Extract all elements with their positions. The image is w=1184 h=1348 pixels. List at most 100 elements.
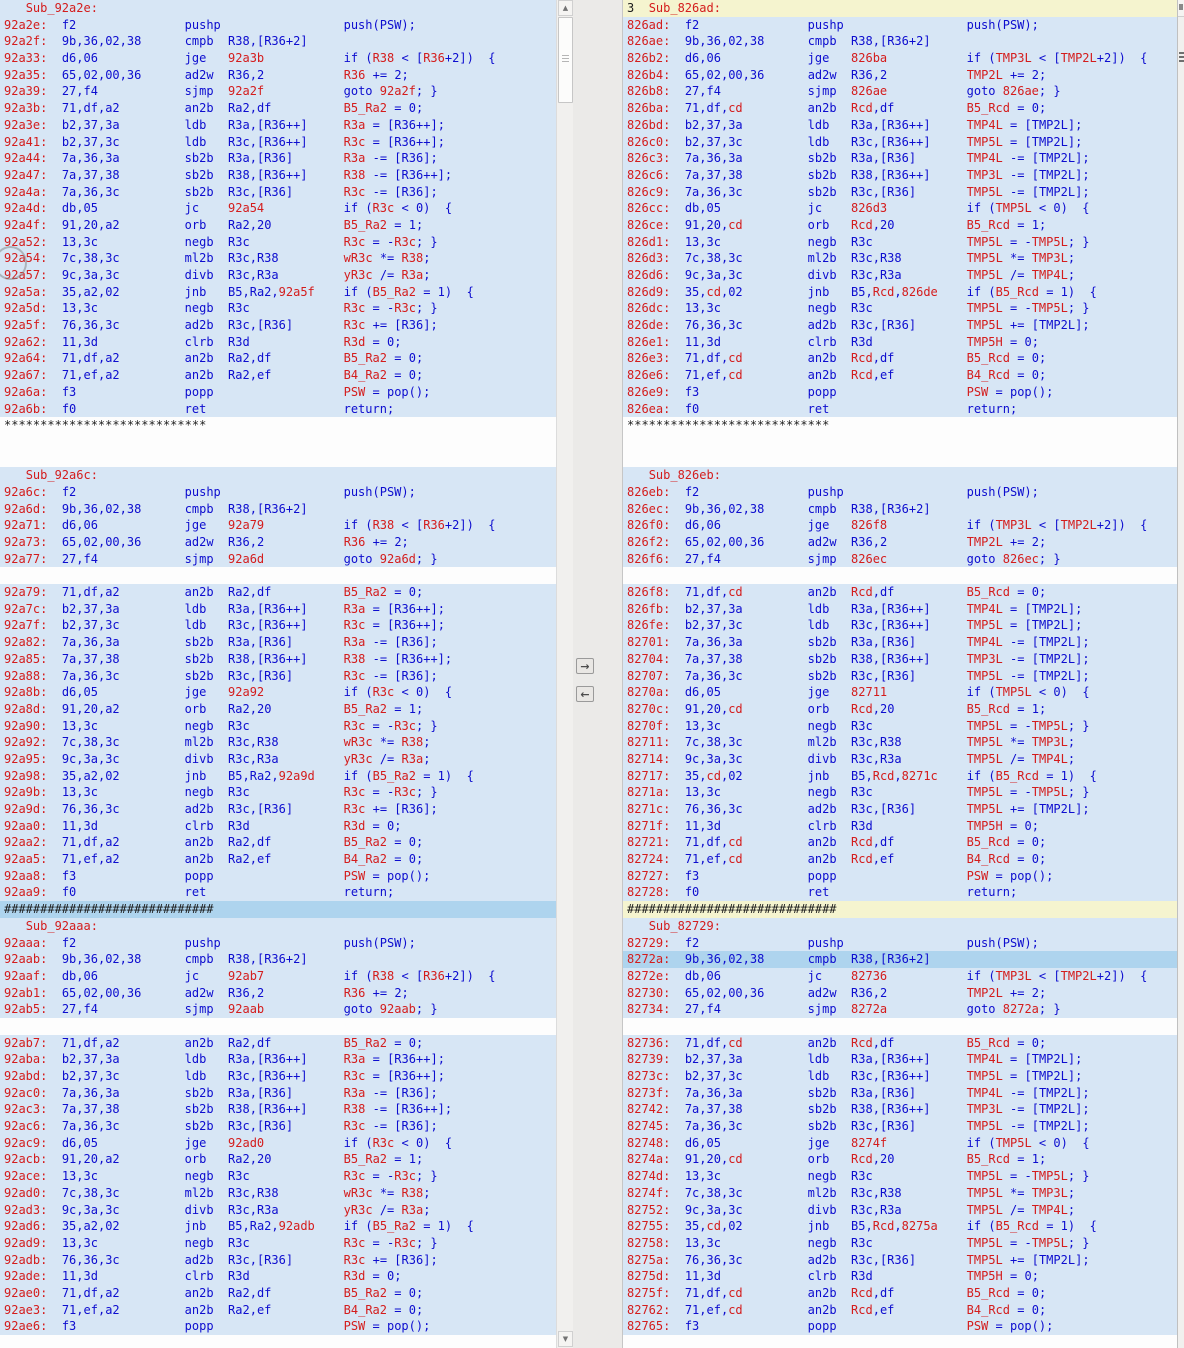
asm-line-92ad6[interactable]: 92ad6: 35,a2,02 jnb B5,Ra2,92adb if (B5_… [0, 1218, 556, 1235]
asm-line-8273c[interactable]: 8273c: b2,37,3c ldb R3c,[R36++] TMP5L = … [623, 1068, 1181, 1085]
asm-line-92aaa[interactable]: 92aaa: f2 pushp push(PSW); [0, 934, 556, 952]
asm-line-92adb[interactable]: 92adb: 76,36,3c ad2b R3c,[R36] R3c += [R… [0, 1251, 556, 1269]
asm-line-92a9b[interactable]: 92a9b: 13,3c negb R3c R3c = -R3c; } [0, 784, 556, 801]
asm-line-82742[interactable]: 82742: 7a,37,38 sb2b R38,[R36++] TMP3L -… [623, 1101, 1181, 1119]
asm-line-8272e[interactable]: 8272e: db,06 jc 82736 if (TMP3L < [TMP2L… [623, 967, 1181, 985]
asm-line-82762[interactable]: 82762: 71,ef,cd an2b Rcd,ef B4_Rcd = 0; [623, 1301, 1181, 1319]
asm-line-92a33[interactable]: 92a33: d6,06 jge 92a3b if (R38 < [R36+2]… [0, 50, 556, 67]
asm-line-82758[interactable]: 82758: 13,3c negb R3c TMP5L = -TMP5L; } [623, 1234, 1181, 1252]
asm-line-826c3[interactable]: 826c3: 7a,36,3a sb2b R3a,[R36] TMP4L -= … [623, 150, 1181, 167]
asm-line-826bd[interactable]: 826bd: b2,37,3a ldb R3a,[R36++] TMP4L = … [623, 116, 1181, 134]
asm-line-8275d[interactable]: 8275d: 11,3d clrb R3d TMP5H = 0; [623, 1268, 1181, 1285]
asm-line-92a98[interactable]: 92a98: 35,a2,02 jnb B5,Ra2,92a9d if (B5_… [0, 767, 556, 785]
left-disassembly-pane[interactable]: Sub_92a2e: 92a2e: f2 pushp push(PSW); 92a2… [0, 0, 556, 1348]
asm-line-826c9[interactable]: 826c9: 7a,36,3c sb2b R3c,[R36] TMP5L -= … [623, 183, 1181, 201]
asm-line-92a79[interactable]: 92a79: 71,df,a2 an2b Ra2,df B5_Ra2 = 0; [0, 584, 556, 601]
asm-line-92ac0[interactable]: 92ac0: 7a,36,3a sb2b R3a,[R36] R3a -= [R… [0, 1084, 556, 1102]
asm-line-826f6[interactable]: 826f6: 27,f4 sjmp 826ec goto 826ec; } [623, 550, 1181, 568]
scroll-up-button[interactable]: ▲ [558, 0, 573, 16]
asm-line-92a8d[interactable]: 92a8d: 91,20,a2 orb Ra2,20 B5_Ra2 = 1; [0, 700, 556, 718]
asm-line-92a2f[interactable]: 92a2f: 9b,36,02,38 cmpb R38,[R36+2] [0, 33, 556, 51]
asm-line-82730[interactable]: 82730: 65,02,00,36 ad2w R36,2 TMP2L += 2… [623, 984, 1181, 1002]
asm-line-92a3b[interactable]: 92a3b: 71,df,a2 an2b Ra2,df B5_Ra2 = 0; [0, 100, 556, 117]
asm-line-82711[interactable]: 82711: 7c,38,3c ml2b R3c,R38 TMP5L *= TM… [623, 734, 1181, 751]
asm-line-92a88[interactable]: 92a88: 7a,36,3c sb2b R3c,[R36] R3c -= [R… [0, 667, 556, 685]
asm-line-826e3[interactable]: 826e3: 71,df,cd an2b Rcd,df B5_Rcd = 0; [623, 350, 1181, 368]
asm-line-92ad9[interactable]: 92ad9: 13,3c negb R3c R3c = -R3c; } [0, 1234, 556, 1252]
asm-line-826f2[interactable]: 826f2: 65,02,00,36 ad2w R36,2 TMP2L += 2… [623, 534, 1181, 551]
asm-line-82721[interactable]: 82721: 71,df,cd an2b Rcd,df B5_Rcd = 0; [623, 834, 1181, 852]
asm-line-92ab5[interactable]: 92ab5: 27,f4 sjmp 92aab goto 92aab; } [0, 1001, 556, 1018]
asm-line-92a82[interactable]: 92a82: 7a,36,3a sb2b R3a,[R36] R3a -= [R… [0, 634, 556, 651]
asm-line-8271a[interactable]: 8271a: 13,3c negb R3c TMP5L = -TMP5L; } [623, 784, 1181, 801]
asm-line-92ac3[interactable]: 92ac3: 7a,37,38 sb2b R38,[R36++] R38 -= … [0, 1101, 556, 1119]
subroutine-header-row[interactable]: Sub_826eb: [623, 467, 1181, 484]
asm-line-92a6a[interactable]: 92a6a: f3 popp PSW = pop(); [0, 383, 556, 401]
asm-line-8271c[interactable]: 8271c: 76,36,3c ad2b R3c,[R36] TMP5L += … [623, 801, 1181, 818]
asm-line-82704[interactable]: 82704: 7a,37,38 sb2b R38,[R36++] TMP3L -… [623, 650, 1181, 668]
asm-line-82745[interactable]: 82745: 7a,36,3c sb2b R3c,[R36] TMP5L -= … [623, 1118, 1181, 1135]
asm-line-826d6[interactable]: 826d6: 9c,3a,3c divb R3c,R3a TMP5L /= TM… [623, 267, 1181, 284]
asm-line-8271f[interactable]: 8271f: 11,3d clrb R3d TMP5H = 0; [623, 817, 1181, 835]
asm-line-92a92[interactable]: 92a92: 7c,38,3c ml2b R3c,R38 wR3c *= R38… [0, 734, 556, 751]
asm-line-826b4[interactable]: 826b4: 65,02,00,36 ad2w R36,2 TMP2L += 2… [623, 66, 1181, 84]
asm-line-92abd[interactable]: 92abd: b2,37,3c ldb R3c,[R36++] R3c = [R… [0, 1068, 556, 1085]
asm-line-92a54[interactable]: 92a54: 7c,38,3c ml2b R3c,R38 wR3c *= R38… [0, 250, 556, 267]
asm-line-826d3[interactable]: 826d3: 7c,38,3c ml2b R3c,R38 TMP5L *= TM… [623, 250, 1181, 267]
asm-line-92a62[interactable]: 92a62: 11,3d clrb R3d R3d = 0; [0, 333, 556, 351]
scroll-down-button[interactable]: ▼ [558, 1331, 573, 1347]
asm-line-8270f[interactable]: 8270f: 13,3c negb R3c TMP5L = -TMP5L; } [623, 717, 1181, 735]
asm-line-92aa5[interactable]: 92aa5: 71,ef,a2 an2b Ra2,ef B4_Ra2 = 0; [0, 851, 556, 868]
asm-line-92a5a[interactable]: 92a5a: 35,a2,02 jnb B5,Ra2,92a5f if (B5_… [0, 283, 556, 301]
asm-line-82707[interactable]: 82707: 7a,36,3c sb2b R3c,[R36] TMP5L -= … [623, 667, 1181, 685]
asm-line-826d1[interactable]: 826d1: 13,3c negb R3c TMP5L = -TMP5L; } [623, 233, 1181, 251]
asm-line-826c0[interactable]: 826c0: b2,37,3c ldb R3c,[R36++] TMP5L = … [623, 133, 1181, 151]
asm-line-92a4a[interactable]: 92a4a: 7a,36,3c sb2b R3c,[R36] R3c -= [R… [0, 183, 556, 201]
asm-line-82728[interactable]: 82728: f0 ret return; [623, 884, 1181, 902]
asm-line-82734[interactable]: 82734: 27,f4 sjmp 8272a goto 8272a; } [623, 1001, 1181, 1018]
asm-line-8270c[interactable]: 8270c: 91,20,cd orb Rcd,20 B5_Rcd = 1; [623, 700, 1181, 718]
subroutine-header-row[interactable]: 3 Sub_826ad: [623, 0, 1181, 17]
asm-line-826fe[interactable]: 826fe: b2,37,3c ldb R3c,[R36++] TMP5L = … [623, 617, 1181, 635]
asm-line-92a90[interactable]: 92a90: 13,3c negb R3c R3c = -R3c; } [0, 717, 556, 735]
asm-line-92a35[interactable]: 92a35: 65,02,00,36 ad2w R36,2 R36 += 2; [0, 66, 556, 84]
asm-line-826b2[interactable]: 826b2: d6,06 jge 826ba if (TMP3L < [TMP2… [623, 50, 1181, 67]
asm-line-92a64[interactable]: 92a64: 71,df,a2 an2b Ra2,df B5_Ra2 = 0; [0, 350, 556, 368]
asm-line-92ae6[interactable]: 92ae6: f3 popp PSW = pop(); [0, 1318, 556, 1335]
asm-line-92a95[interactable]: 92a95: 9c,3a,3c divb R3c,R3a yR3c /= R3a… [0, 750, 556, 768]
asm-line-82739[interactable]: 82739: b2,37,3a ldb R3a,[R36++] TMP4L = … [623, 1051, 1181, 1068]
asm-line-8273f[interactable]: 8273f: 7a,36,3a sb2b R3a,[R36] TMP4L -= … [623, 1084, 1181, 1102]
copy-to-right-button[interactable]: → [576, 658, 594, 674]
asm-line-92a4d[interactable]: 92a4d: db,05 jc 92a54 if (R3c < 0) { [0, 200, 556, 217]
asm-line-92aa0[interactable]: 92aa0: 11,3d clrb R3d R3d = 0; [0, 817, 556, 835]
asm-line-826ae[interactable]: 826ae: 9b,36,02,38 cmpb R38,[R36+2] [623, 33, 1181, 51]
asm-line-92aab[interactable]: 92aab: 9b,36,02,38 cmpb R38,[R36+2] [0, 951, 556, 968]
asm-line-92a57[interactable]: 92a57: 9c,3a,3c divb R3c,R3a yR3c /= R3a… [0, 267, 556, 284]
asm-line-92ab1[interactable]: 92ab1: 65,02,00,36 ad2w R36,2 R36 += 2; [0, 984, 556, 1002]
asm-line-92a2e[interactable]: 92a2e: f2 pushp push(PSW); [0, 16, 556, 34]
asm-line-92a5f[interactable]: 92a5f: 76,36,3c ad2b R3c,[R36] R3c += [R… [0, 317, 556, 334]
asm-line-826ec[interactable]: 826ec: 9b,36,02,38 cmpb R38,[R36+2] [623, 500, 1181, 518]
asm-line-92aa2[interactable]: 92aa2: 71,df,a2 an2b Ra2,df B5_Ra2 = 0; [0, 834, 556, 852]
asm-line-92ad3[interactable]: 92ad3: 9c,3a,3c divb R3c,R3a yR3c /= R3a… [0, 1201, 556, 1219]
asm-line-92a6d[interactable]: 92a6d: 9b,36,02,38 cmpb R38,[R36+2] [0, 500, 556, 518]
asm-line-8270a[interactable]: 8270a: d6,05 jge 82711 if (TMP5L < 0) { [623, 684, 1181, 701]
asm-line-92a7f[interactable]: 92a7f: b2,37,3c ldb R3c,[R36++] R3c = [R… [0, 617, 556, 635]
asm-line-826ce[interactable]: 826ce: 91,20,cd orb Rcd,20 B5_Rcd = 1; [623, 216, 1181, 234]
asm-line-826de[interactable]: 826de: 76,36,3c ad2b R3c,[R36] TMP5L += … [623, 317, 1181, 334]
asm-line-8272a[interactable]: 8272a: 9b,36,02,38 cmpb R38,[R36+2] [623, 951, 1181, 968]
asm-line-826e1[interactable]: 826e1: 11,3d clrb R3d TMP5H = 0; [623, 333, 1181, 351]
asm-line-826ea[interactable]: 826ea: f0 ret return; [623, 400, 1181, 418]
asm-line-92a85[interactable]: 92a85: 7a,37,38 sb2b R38,[R36++] R38 -= … [0, 650, 556, 668]
asm-line-92aa9[interactable]: 92aa9: f0 ret return; [0, 884, 556, 902]
asm-line-826d9[interactable]: 826d9: 35,cd,02 jnb B5,Rcd,826de if (B5_… [623, 283, 1181, 301]
asm-line-92a8b[interactable]: 92a8b: d6,05 jge 92a92 if (R3c < 0) { [0, 684, 556, 701]
asm-line-92a52[interactable]: 92a52: 13,3c negb R3c R3c = -R3c; } [0, 233, 556, 251]
asm-line-826b8[interactable]: 826b8: 27,f4 sjmp 826ae goto 826ae; } [623, 83, 1181, 101]
asm-line-8275f[interactable]: 8275f: 71,df,cd an2b Rcd,df B5_Rcd = 0; [623, 1284, 1181, 1302]
asm-line-92aa8[interactable]: 92aa8: f3 popp PSW = pop(); [0, 867, 556, 885]
asm-line-82724[interactable]: 82724: 71,ef,cd an2b Rcd,ef B4_Rcd = 0; [623, 851, 1181, 868]
asm-line-826cc[interactable]: 826cc: db,05 jc 826d3 if (TMP5L < 0) { [623, 200, 1181, 217]
asm-line-8274d[interactable]: 8274d: 13,3c negb R3c TMP5L = -TMP5L; } [623, 1168, 1181, 1185]
asm-line-92a6c[interactable]: 92a6c: f2 pushp push(PSW); [0, 483, 556, 501]
